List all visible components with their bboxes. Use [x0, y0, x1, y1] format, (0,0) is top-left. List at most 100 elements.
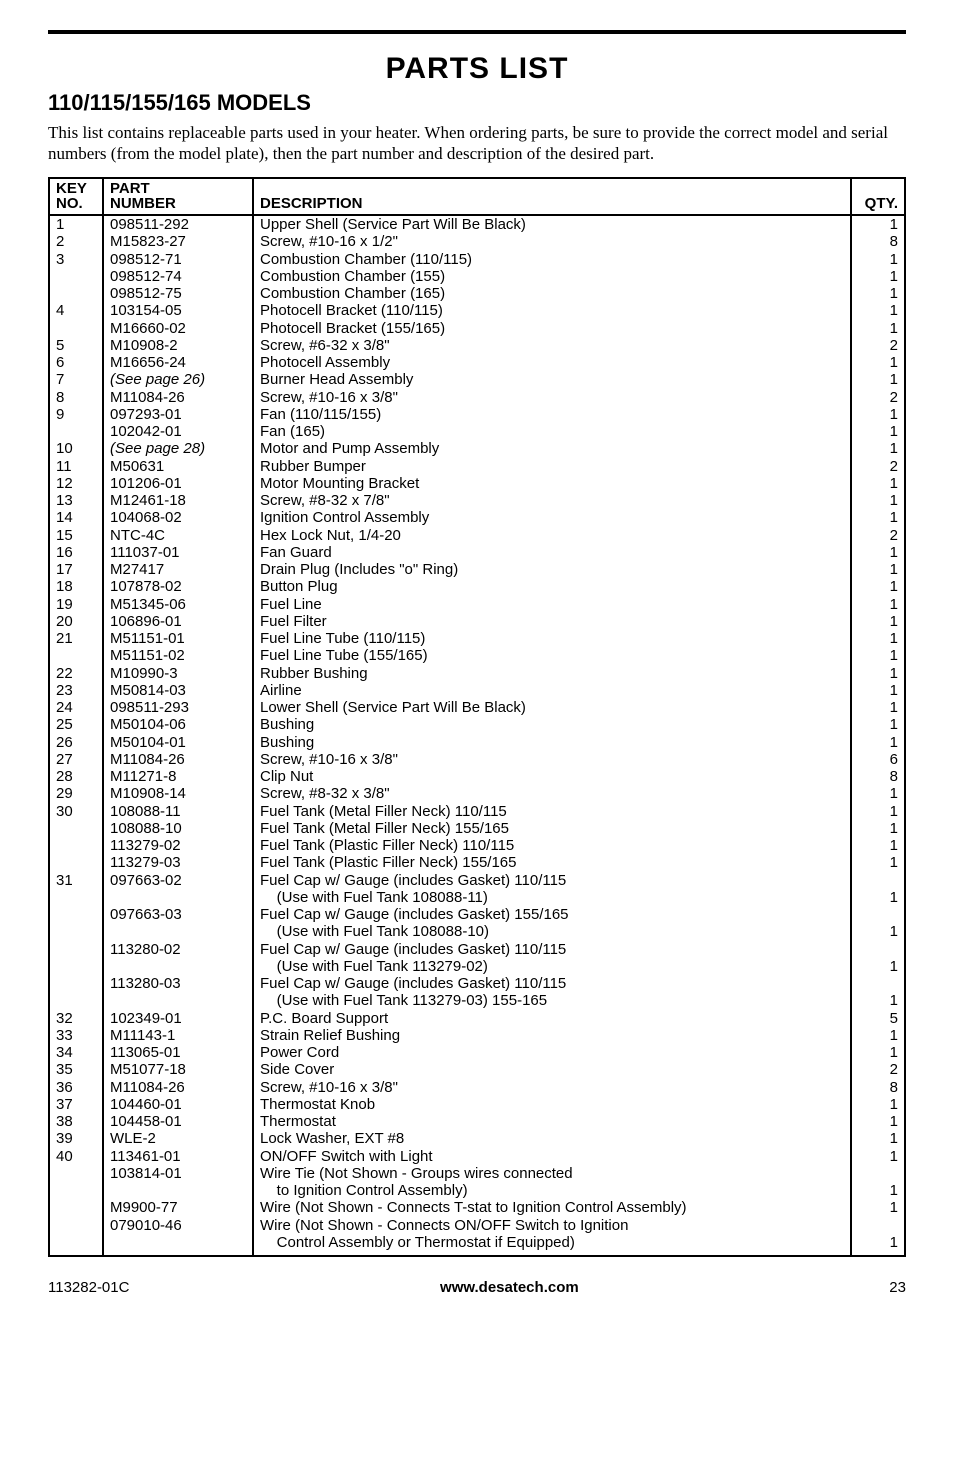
table-row: 22M10990-3Rubber Bushing1	[49, 665, 905, 682]
cell-part: M10908-2	[103, 337, 253, 354]
cell-qty: 1	[851, 716, 905, 733]
cell-key: 38	[49, 1113, 103, 1130]
cell-qty: 5	[851, 1010, 905, 1027]
cell-part: 102349-01	[103, 1010, 253, 1027]
table-row: 31097663-02Fuel Cap w/ Gauge (includes G…	[49, 872, 905, 889]
cell-desc: Fuel Cap w/ Gauge (includes Gasket) 110/…	[253, 872, 851, 889]
cell-qty: 1	[851, 509, 905, 526]
cell-key: 7	[49, 371, 103, 388]
cell-qty: 1	[851, 647, 905, 664]
table-row: 23M50814-03Airline1	[49, 682, 905, 699]
cell-qty: 1	[851, 1182, 905, 1199]
cell-qty	[851, 872, 905, 889]
cell-desc: Control Assembly or Thermostat if Equipp…	[253, 1234, 851, 1256]
cell-desc: (Use with Fuel Tank 108088-11)	[253, 889, 851, 906]
cell-part: 103154-05	[103, 302, 253, 319]
cell-key	[49, 958, 103, 975]
cell-qty: 1	[851, 423, 905, 440]
cell-qty: 1	[851, 1113, 905, 1130]
table-row: 40113461-01ON/OFF Switch with Light1	[49, 1148, 905, 1165]
cell-key	[49, 1217, 103, 1234]
cell-key: 1	[49, 215, 103, 233]
cell-key: 30	[49, 803, 103, 820]
cell-desc: Strain Relief Bushing	[253, 1027, 851, 1044]
cell-desc: Combustion Chamber (165)	[253, 285, 851, 302]
cell-part: M51077-18	[103, 1061, 253, 1078]
cell-part: 101206-01	[103, 475, 253, 492]
table-row: M51151-02Fuel Line Tube (155/165)1	[49, 647, 905, 664]
cell-key: 12	[49, 475, 103, 492]
cell-qty: 8	[851, 768, 905, 785]
table-row: 27M11084-26Screw, #10-16 x 3/8"6	[49, 751, 905, 768]
col-key: KEYNO.	[49, 178, 103, 216]
table-row: 7(See page 26)Burner Head Assembly1	[49, 371, 905, 388]
cell-desc: Upper Shell (Service Part Will Be Black)	[253, 215, 851, 233]
cell-part: M15823-27	[103, 233, 253, 250]
cell-part: 104458-01	[103, 1113, 253, 1130]
page-title: PARTS LIST	[0, 52, 954, 86]
cell-part: M9900-77	[103, 1199, 253, 1216]
table-row: 28M11271-8Clip Nut8	[49, 768, 905, 785]
cell-key	[49, 423, 103, 440]
table-row: 098512-74Combustion Chamber (155)1	[49, 268, 905, 285]
subtitle: 110/115/155/165 MODELS	[48, 90, 906, 116]
cell-key: 29	[49, 785, 103, 802]
cell-desc: Rubber Bushing	[253, 665, 851, 682]
table-row: to Ignition Control Assembly)1	[49, 1182, 905, 1199]
cell-key: 11	[49, 458, 103, 475]
cell-key: 6	[49, 354, 103, 371]
cell-key: 28	[49, 768, 103, 785]
cell-part: 113065-01	[103, 1044, 253, 1061]
cell-qty: 1	[851, 1199, 905, 1216]
cell-part	[103, 1182, 253, 1199]
table-row: 33M11143-1Strain Relief Bushing1	[49, 1027, 905, 1044]
cell-key	[49, 1182, 103, 1199]
cell-qty: 2	[851, 458, 905, 475]
cell-part: 106896-01	[103, 613, 253, 630]
cell-key: 33	[49, 1027, 103, 1044]
table-row: 26M50104-01Bushing1	[49, 734, 905, 751]
cell-part: M16656-24	[103, 354, 253, 371]
cell-key: 35	[49, 1061, 103, 1078]
cell-part: M10990-3	[103, 665, 253, 682]
cell-part: 113280-03	[103, 975, 253, 992]
cell-part: 108088-10	[103, 820, 253, 837]
cell-key	[49, 1199, 103, 1216]
cell-desc: P.C. Board Support	[253, 1010, 851, 1027]
table-row: 2M15823-27Screw, #10-16 x 1/2"8	[49, 233, 905, 250]
cell-part: 103814-01	[103, 1165, 253, 1182]
cell-desc: Screw, #10-16 x 3/8"	[253, 389, 851, 406]
cell-part: 104460-01	[103, 1096, 253, 1113]
cell-part: M51151-02	[103, 647, 253, 664]
cell-qty: 1	[851, 613, 905, 630]
table-row: 098512-75Combustion Chamber (165)1	[49, 285, 905, 302]
cell-key: 4	[49, 302, 103, 319]
cell-qty: 2	[851, 527, 905, 544]
cell-part: NTC-4C	[103, 527, 253, 544]
cell-desc: Fuel Cap w/ Gauge (includes Gasket) 110/…	[253, 975, 851, 992]
cell-qty: 1	[851, 803, 905, 820]
cell-desc: Wire (Not Shown - Connects T-stat to Ign…	[253, 1199, 851, 1216]
cell-qty: 1	[851, 475, 905, 492]
cell-qty: 2	[851, 389, 905, 406]
cell-desc: to Ignition Control Assembly)	[253, 1182, 851, 1199]
cell-key	[49, 889, 103, 906]
cell-qty: 1	[851, 992, 905, 1009]
cell-desc: Fuel Tank (Plastic Filler Neck) 110/115	[253, 837, 851, 854]
cell-key	[49, 268, 103, 285]
table-row: 6M16656-24Photocell Assembly1	[49, 354, 905, 371]
footer-page: 23	[889, 1279, 906, 1296]
cell-qty: 1	[851, 596, 905, 613]
cell-qty: 8	[851, 233, 905, 250]
cell-desc: Fan (110/115/155)	[253, 406, 851, 423]
table-row: 1098511-292Upper Shell (Service Part Wil…	[49, 215, 905, 233]
cell-part: M51151-01	[103, 630, 253, 647]
cell-part: 097663-03	[103, 906, 253, 923]
footer-url: www.desatech.com	[440, 1279, 579, 1296]
cell-desc: (Use with Fuel Tank 113279-03) 155-165	[253, 992, 851, 1009]
cell-part: M50104-06	[103, 716, 253, 733]
table-row: 103814-01Wire Tie (Not Shown - Groups wi…	[49, 1165, 905, 1182]
table-row: 25M50104-06Bushing1	[49, 716, 905, 733]
cell-qty: 1	[851, 734, 905, 751]
table-row: 113280-03Fuel Cap w/ Gauge (includes Gas…	[49, 975, 905, 992]
